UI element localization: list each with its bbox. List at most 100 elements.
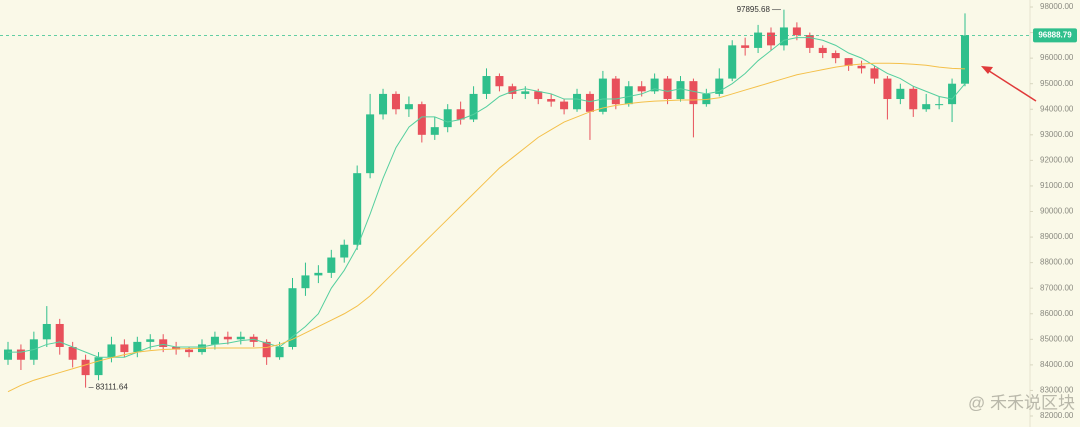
- candle-body: [637, 86, 646, 92]
- candle-body: [676, 81, 685, 100]
- candle-body: [857, 65, 866, 69]
- y-tick-label: 88000.00: [1040, 258, 1074, 267]
- candle-body: [327, 257, 336, 273]
- candle-body: [482, 76, 491, 94]
- candle-body: [624, 86, 633, 105]
- candle-body: [120, 344, 129, 353]
- candle-body: [223, 336, 232, 340]
- candle-body: [948, 83, 957, 105]
- candle-body: [844, 58, 853, 66]
- candle-body: [404, 104, 413, 110]
- y-tick-label: 94000.00: [1040, 104, 1074, 113]
- candle-body: [146, 339, 155, 342]
- candle-body: [210, 336, 219, 345]
- moving-average-line: [8, 37, 966, 358]
- candle-body: [495, 76, 504, 87]
- candle-body: [585, 93, 594, 112]
- candle-body: [301, 275, 310, 289]
- candle-body: [417, 104, 426, 135]
- y-tick-label: 85000.00: [1040, 334, 1074, 343]
- y-tick-label: 91000.00: [1040, 181, 1074, 190]
- candle-body: [430, 127, 439, 135]
- candle-body: [702, 93, 711, 105]
- candle-body: [172, 346, 181, 350]
- y-tick-label: 86000.00: [1040, 309, 1074, 318]
- candle-body: [573, 93, 582, 110]
- candle-body: [340, 244, 349, 258]
- y-tick-label: 84000.00: [1040, 360, 1074, 369]
- candle-body: [715, 78, 724, 94]
- candle-body: [236, 336, 245, 340]
- candle-body: [185, 349, 194, 353]
- candle-body: [741, 45, 750, 48]
- watermark: @ 禾禾说区块: [968, 393, 1075, 412]
- candle-body: [133, 341, 142, 353]
- candle-body: [94, 357, 103, 376]
- candle-body: [663, 78, 672, 100]
- candle-body: [42, 323, 51, 340]
- candle-body: [16, 349, 25, 360]
- y-tick-label: 87000.00: [1040, 283, 1074, 292]
- candle-body: [379, 93, 388, 115]
- candle-body: [68, 346, 77, 360]
- candle-body: [508, 86, 517, 94]
- y-tick-label: 95000.00: [1040, 79, 1074, 88]
- candle-body: [521, 91, 530, 94]
- candle-body: [314, 272, 323, 276]
- y-tick-label: 93000.00: [1040, 130, 1074, 139]
- arrow-head: [981, 66, 993, 74]
- candle-body: [547, 99, 556, 102]
- low-label: 83111.64: [96, 383, 129, 392]
- candle-body: [391, 93, 400, 110]
- y-tick-label: 92000.00: [1040, 155, 1074, 164]
- candle-body: [275, 346, 284, 358]
- y-tick-label: 96000.00: [1040, 53, 1074, 62]
- candle-body: [754, 32, 763, 48]
- candle-body: [443, 109, 452, 128]
- candles: [3, 9, 970, 388]
- candle-body: [818, 47, 827, 54]
- candle-body: [779, 27, 788, 46]
- y-tick-label: 98000.00: [1040, 2, 1074, 11]
- y-tick-label: 83000.00: [1040, 386, 1074, 395]
- candle-body: [883, 78, 892, 100]
- y-tick-label: 90000.00: [1040, 207, 1074, 216]
- candle-body: [896, 88, 905, 100]
- candle-body: [805, 35, 814, 48]
- candle-body: [767, 32, 776, 46]
- candle-body: [792, 27, 801, 36]
- candle-body: [456, 109, 465, 120]
- last-price-label: 96888.79: [1038, 31, 1072, 40]
- y-tick-label: 89000.00: [1040, 232, 1074, 241]
- candle-body: [922, 104, 931, 110]
- candle-body: [107, 344, 116, 358]
- candle-body: [366, 114, 375, 174]
- high-label: 97895.68: [737, 5, 771, 14]
- candle-body: [288, 288, 297, 347]
- candle-body: [870, 68, 879, 79]
- candle-body: [353, 173, 362, 245]
- candle-body: [262, 341, 271, 358]
- candle-body: [611, 78, 620, 105]
- candle-body: [159, 339, 168, 347]
- candle-body: [469, 93, 478, 120]
- arrow-shaft: [985, 68, 1037, 102]
- candle-body: [909, 88, 918, 110]
- candle-body: [935, 104, 944, 106]
- candle-body: [81, 359, 90, 376]
- candle-body: [560, 101, 569, 110]
- candle-body: [689, 81, 698, 105]
- candle-body: [3, 349, 13, 360]
- candle-body: [534, 91, 543, 100]
- annotation-arrow: [981, 66, 1037, 102]
- y-tick-label: 82000.00: [1040, 411, 1074, 420]
- last-price-box: [1033, 28, 1077, 43]
- candle-body: [598, 78, 607, 112]
- candle-body: [960, 35, 970, 84]
- candle-body: [650, 78, 659, 92]
- candle-body: [831, 53, 840, 59]
- candle-body: [728, 45, 737, 79]
- moving-average-line: [7, 62, 966, 393]
